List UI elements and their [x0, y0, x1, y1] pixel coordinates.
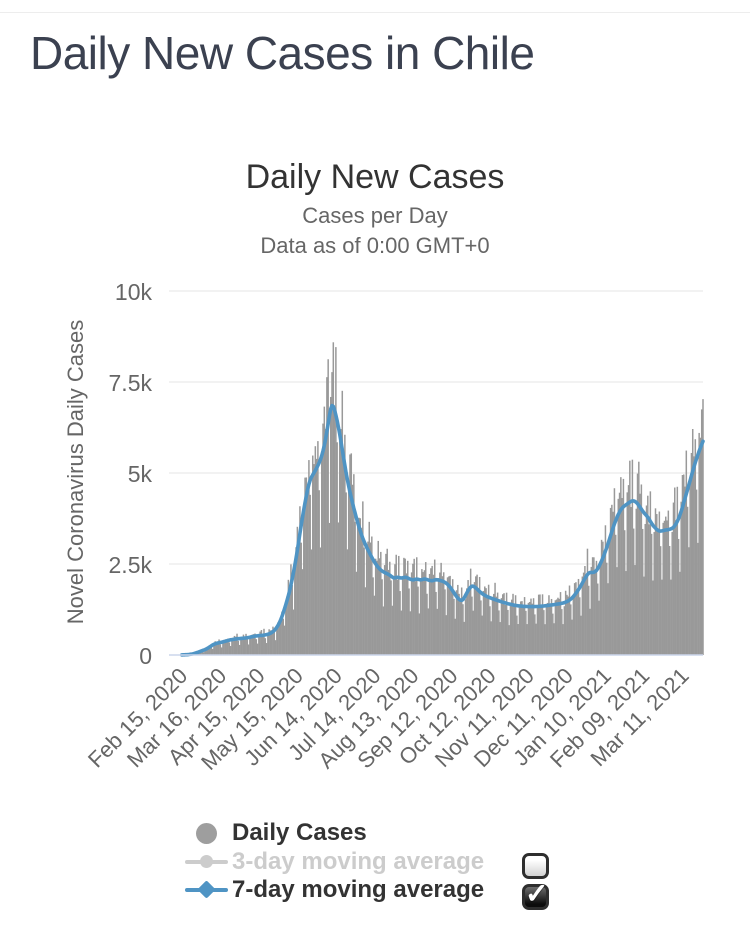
- page-title: Daily New Cases in Chile: [30, 27, 535, 79]
- checkmark-icon: ✓: [525, 878, 549, 909]
- daily-cases-marker-icon: [185, 819, 232, 847]
- chart-title: Daily New Cases: [245, 158, 505, 196]
- 7day-average-marker-icon: [185, 876, 232, 904]
- y-axis-tick-label: 10k: [114, 279, 152, 305]
- y-axis-tick-label: 5k: [127, 461, 152, 487]
- legend-label-daily-cases: Daily Cases: [232, 819, 367, 847]
- legend-item-daily-cases[interactable]: Daily Cases: [185, 819, 565, 848]
- top-divider: [0, 12, 750, 13]
- y-axis-tick-label: 7.5k: [108, 370, 152, 396]
- chart-subtitle-line2: Data as of 0:00 GMT+0: [260, 233, 490, 258]
- legend-item-7day-average[interactable]: 7-day moving average: [185, 876, 565, 905]
- chart-subtitle-line1: Cases per Day: [302, 203, 448, 228]
- legend-item-3day-average[interactable]: 3-day moving average: [185, 848, 565, 877]
- checkbox-7day-average[interactable]: ✓: [522, 878, 549, 910]
- legend-label-3day-average: 3-day moving average: [232, 847, 485, 875]
- checkbox-3day-average[interactable]: [522, 853, 549, 879]
- y-axis-tick-label: 0: [139, 643, 152, 669]
- daily-cases-bars[interactable]: [177, 342, 704, 655]
- legend-label-7day-average: 7-day moving average: [232, 876, 485, 904]
- 7day-average-line[interactable]: [180, 403, 705, 657]
- chart-legend: Daily Cases 3-day moving average 7-day m…: [185, 819, 565, 914]
- 3day-average-marker-icon: [185, 848, 232, 876]
- y-axis-tick-label: 2.5k: [108, 552, 152, 578]
